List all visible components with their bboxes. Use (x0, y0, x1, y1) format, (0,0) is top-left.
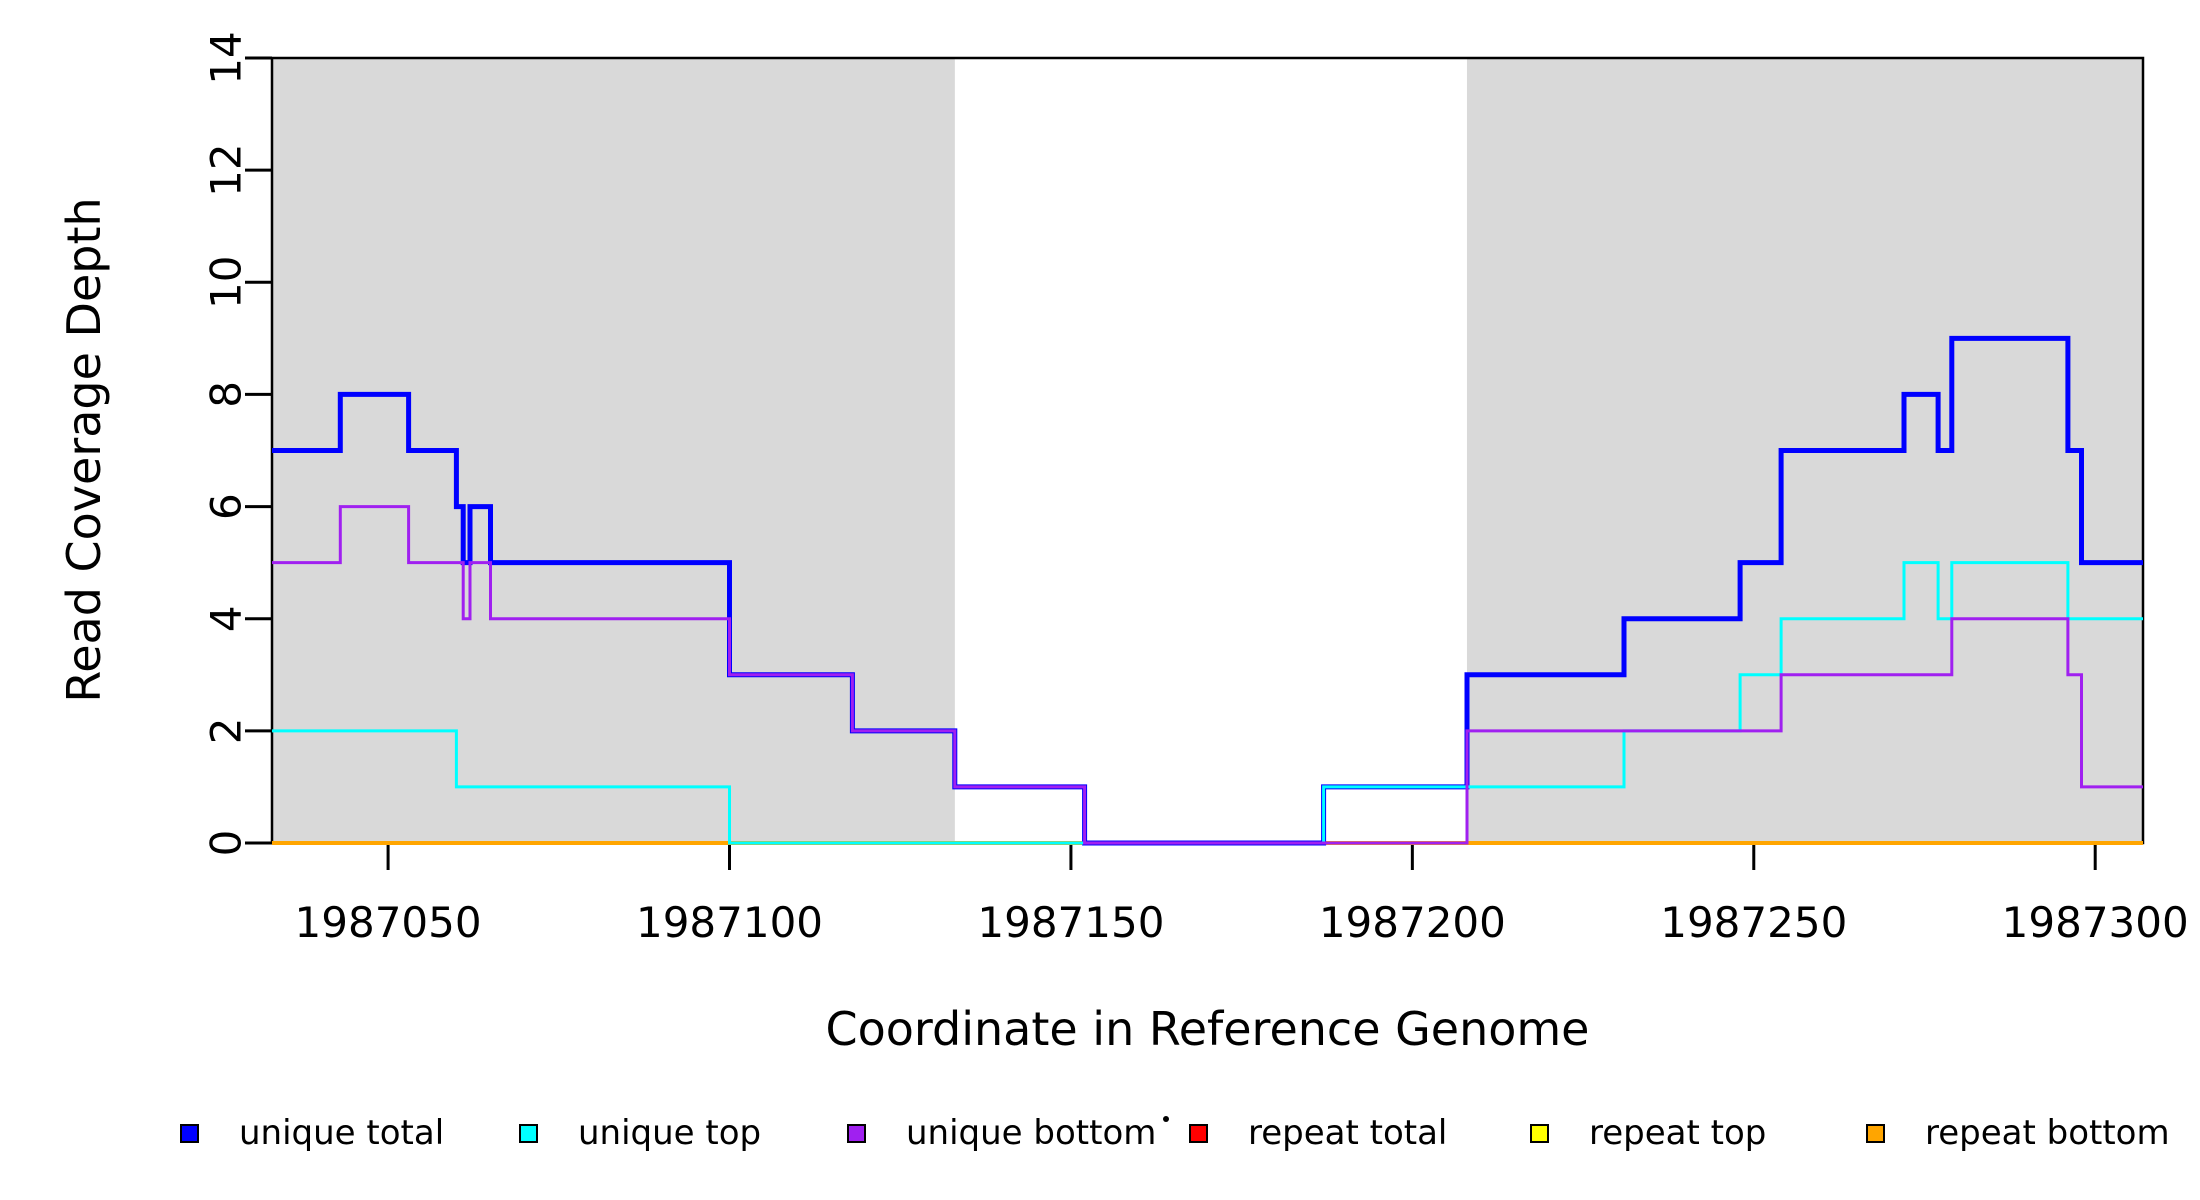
y-tick-label: 12 (202, 143, 251, 196)
legend-item-unique-top: unique top (519, 1108, 761, 1158)
x-tick-label: 1987300 (2002, 898, 2189, 947)
legend-label-repeat-bottom: repeat bottom (1925, 1113, 2170, 1153)
legend-label-unique-top: unique top (578, 1113, 762, 1153)
legend-label-unique-bottom: unique bottom (906, 1113, 1157, 1153)
y-tick-label: 10 (202, 256, 251, 309)
x-tick-label: 1987100 (636, 898, 823, 947)
legend-label-unique-total: unique total (239, 1113, 445, 1153)
legend-item-repeat-bottom: repeat bottom (1866, 1108, 2170, 1158)
y-axis-title: Read Coverage Depth (57, 197, 111, 703)
legend-item-repeat-top: repeat top (1530, 1108, 1766, 1158)
legend-swatch-unique-top (519, 1123, 538, 1143)
x-tick-label: 1987250 (1660, 898, 1847, 947)
stray-dot (1163, 1116, 1169, 1122)
legend: unique total unique top unique bottom repea… (0, 1108, 2200, 1158)
y-tick-label: 0 (202, 830, 251, 857)
series-line-unique-bottom (272, 505, 2143, 845)
x-axis-title: Coordinate in Reference Genome (825, 1002, 1590, 1056)
left-shaded-region (272, 58, 955, 843)
legend-label-repeat-top: repeat top (1589, 1113, 1767, 1153)
legend-swatch-repeat-top (1530, 1123, 1549, 1143)
y-tick-label: 14 (202, 31, 251, 84)
y-tick-label: 4 (202, 605, 251, 632)
series-line-unique-top (272, 561, 2143, 845)
legend-item-unique-total: unique total (180, 1108, 444, 1158)
legend-item-unique-bottom: unique bottom (847, 1108, 1156, 1158)
y-tick-label: 6 (202, 493, 251, 520)
legend-item-repeat-total: repeat total (1189, 1108, 1447, 1158)
x-tick-label: 1987150 (977, 898, 1164, 947)
x-tick-label: 1987050 (295, 898, 482, 947)
y-tick-label: 2 (202, 717, 251, 744)
legend-swatch-unique-total (180, 1123, 199, 1143)
legend-swatch-unique-bottom (847, 1123, 866, 1143)
x-tick-label: 1987200 (1319, 898, 1506, 947)
legend-swatch-repeat-total (1189, 1123, 1208, 1143)
y-tick-label: 8 (202, 381, 251, 408)
legend-label-repeat-total: repeat total (1248, 1113, 1448, 1153)
legend-swatch-repeat-bottom (1866, 1123, 1885, 1143)
